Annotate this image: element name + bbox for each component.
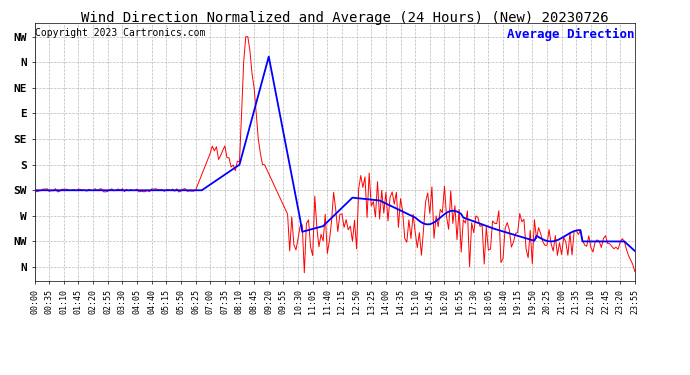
Text: Average Direction: Average Direction — [506, 28, 634, 41]
Text: Wind Direction Normalized and Average (24 Hours) (New) 20230726: Wind Direction Normalized and Average (2… — [81, 11, 609, 25]
Text: Copyright 2023 Cartronics.com: Copyright 2023 Cartronics.com — [35, 28, 206, 38]
